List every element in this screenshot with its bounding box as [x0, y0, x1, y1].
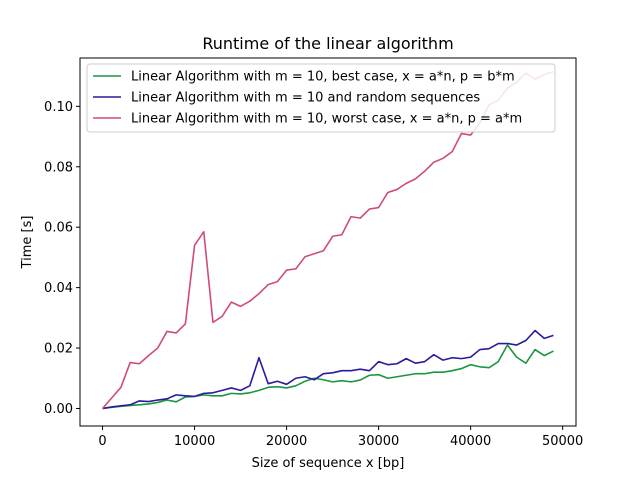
legend-box [86, 63, 556, 133]
x-axis-label: Size of sequence x [bp] [252, 456, 405, 471]
axes-frame [79, 57, 577, 427]
y-tick-label: 0.08 [44, 160, 73, 175]
y-tick-label: 0.10 [44, 100, 73, 115]
legend-label-3: Linear Algorithm with m = 10, worst case… [131, 112, 522, 127]
chart-title: Runtime of the linear algorithm [202, 34, 453, 53]
series-line-2 [102, 329, 554, 410]
x-axis-ticks: 0 10000 20000 30000 40000 50000 [98, 426, 583, 449]
legend: Linear Algorithm with m = 10, best case,… [86, 63, 556, 133]
y-tick-label: 0.00 [44, 402, 73, 417]
y-tick-label: 0.04 [44, 281, 73, 296]
x-tick-label: 10000 [174, 434, 215, 449]
y-axis-ticks: 0.00 0.02 0.04 0.06 0.08 0.10 [44, 100, 80, 417]
x-tick-label: 0 [98, 434, 106, 449]
x-tick-label: 50000 [542, 434, 583, 449]
legend-label-1: Linear Algorithm with m = 10, best case,… [131, 70, 515, 85]
y-tick-label: 0.06 [44, 221, 73, 236]
series-line-1 [102, 344, 554, 410]
legend-label-2: Linear Algorithm with m = 10 and random … [131, 91, 480, 106]
y-axis-label: Time [s] [20, 216, 35, 270]
x-tick-label: 20000 [266, 434, 307, 449]
y-tick-label: 0.02 [44, 342, 73, 357]
x-tick-label: 40000 [450, 434, 491, 449]
x-tick-label: 30000 [358, 434, 399, 449]
